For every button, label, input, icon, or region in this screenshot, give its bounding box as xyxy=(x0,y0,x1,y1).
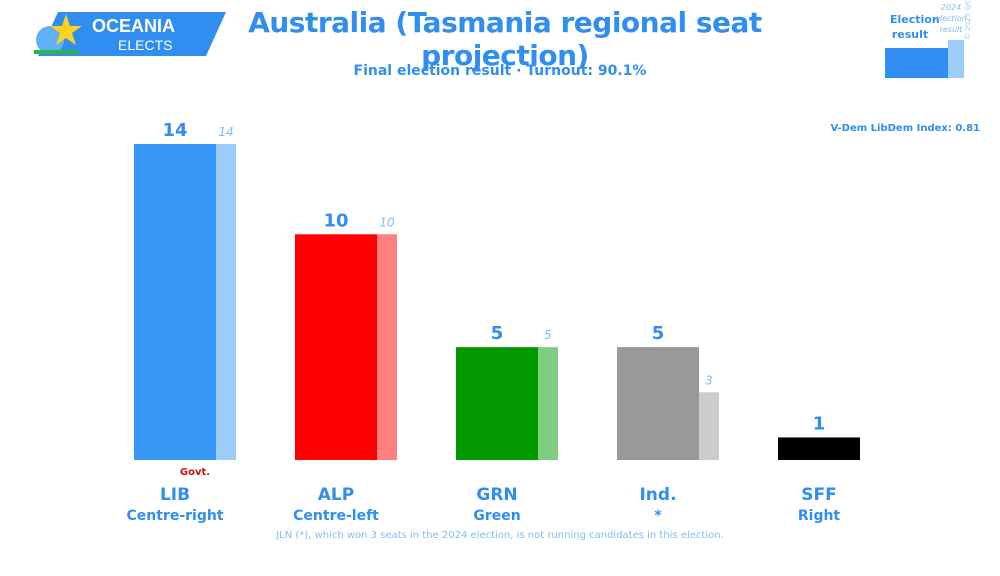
oceania-elects-logo: OCEANIA ELECTS xyxy=(34,12,226,56)
bar-prev-lib xyxy=(216,144,236,460)
logo-ground xyxy=(34,50,78,54)
legend-previous-label: 2024 election result xyxy=(935,3,967,34)
chart-title: Australia (Tasmania regional seat projec… xyxy=(248,6,762,72)
party-sublabel-ind: * xyxy=(654,508,662,524)
legend: Election result 2024 election result © 2… xyxy=(870,0,1000,90)
logo-line2: ELECTS xyxy=(118,37,172,53)
bar-prev-alp xyxy=(377,234,397,460)
logo-line1: OCEANIA xyxy=(92,16,175,36)
party-sublabel-grn: Green xyxy=(473,508,520,524)
vdem-index-note: V-Dem LibDem Index: 0.81 xyxy=(830,123,980,134)
party-label-lib: LIB xyxy=(160,485,190,505)
value-prev-alp: 10 xyxy=(379,215,395,229)
value-sff: 1 xyxy=(813,413,826,434)
bar-ind xyxy=(617,347,699,460)
value-lib: 14 xyxy=(162,120,187,141)
bar-prev-grn xyxy=(538,347,558,460)
party-sublabel-lib: Centre-right xyxy=(126,508,223,524)
legend-current-swatch xyxy=(885,48,948,78)
value-grn: 5 xyxy=(491,323,504,344)
legend-previous-swatch xyxy=(948,40,964,78)
value-prev-lib: 14 xyxy=(218,125,233,139)
party-label-grn: GRN xyxy=(476,485,517,505)
bar-prev-ind xyxy=(699,392,719,460)
value-prev-ind: 3 xyxy=(705,373,713,387)
logo-globe-icon xyxy=(36,26,64,54)
value-prev-grn: 5 xyxy=(544,328,552,342)
party-label-ind: Ind. xyxy=(639,485,676,505)
party-label-sff: SFF xyxy=(801,485,836,505)
value-alp: 10 xyxy=(323,210,348,231)
party-sublabel-alp: Centre-left xyxy=(293,508,379,524)
footnote: JLN (*), which won 3 seats in the 2024 e… xyxy=(276,530,724,541)
bar-lib xyxy=(134,144,216,460)
logo-banner xyxy=(38,12,226,56)
chart-subtitle: Final election result · Turnout: 90.1% xyxy=(353,63,647,79)
bar-grn xyxy=(456,347,538,460)
party-sublabel-sff: Right xyxy=(798,508,841,524)
value-ind: 5 xyxy=(652,323,665,344)
bar-alp xyxy=(295,234,377,460)
legend-current-label: Election result xyxy=(890,13,940,41)
logo-star-icon xyxy=(50,14,82,45)
bar-sff xyxy=(778,437,860,460)
govt-annotation: Govt. xyxy=(180,467,210,478)
party-label-alp: ALP xyxy=(318,485,354,505)
